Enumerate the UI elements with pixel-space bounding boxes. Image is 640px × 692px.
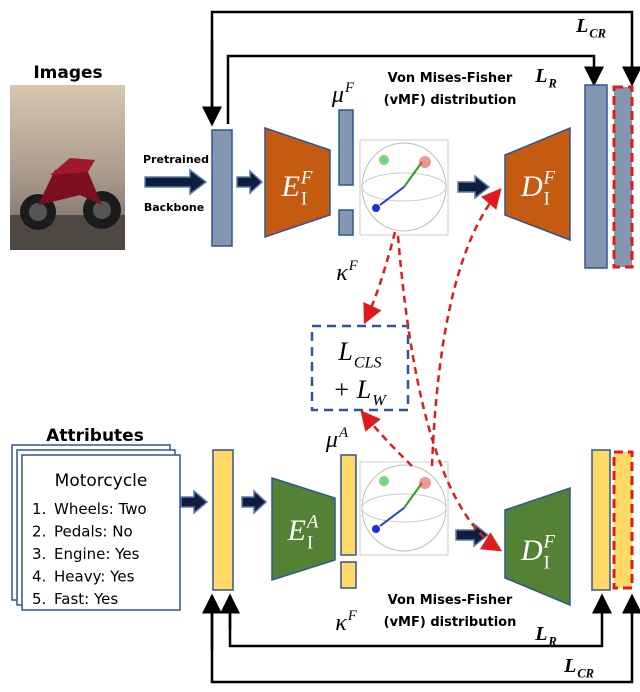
- math-base: D: [520, 534, 543, 567]
- math-base: E: [281, 170, 300, 203]
- feature-bar: [212, 130, 232, 246]
- diagram: Images Pretrained Backbone Von Mises-Fis…: [0, 0, 640, 692]
- math-sub: R: [547, 635, 556, 649]
- math-base: κ: [336, 260, 348, 286]
- kappa-bar-attr: [341, 562, 356, 588]
- math-base: κ: [335, 610, 347, 636]
- item-text: Engine: Yes: [54, 545, 140, 563]
- sphere-top: [360, 140, 448, 235]
- math-sup: F: [300, 167, 313, 188]
- math-base: L: [356, 375, 371, 404]
- recon-bar-attr: [592, 450, 610, 590]
- math-sup: A: [338, 425, 349, 441]
- motorcycle-photo: [10, 85, 125, 250]
- card-title: Motorcycle: [55, 471, 148, 491]
- item-text: Wheels: Two: [54, 500, 147, 518]
- item-number: 1.: [32, 500, 46, 518]
- recon-bar-dashed: [614, 87, 632, 267]
- math-base: μ: [331, 82, 344, 108]
- backbone-label: Pretrained: [143, 153, 209, 166]
- math-sub: R: [547, 77, 556, 91]
- item-text: Pedals: No: [54, 523, 133, 541]
- math-sub: W: [372, 392, 387, 409]
- math-base: L: [575, 15, 588, 37]
- math-sub: CR: [577, 667, 594, 681]
- math-sup: F: [348, 258, 359, 274]
- vmf-label: Von Mises-Fisher: [388, 593, 513, 608]
- math-sup: A: [305, 511, 319, 532]
- sphere-bottom: [360, 462, 448, 555]
- math-plus: +: [334, 375, 349, 404]
- math-base: L: [534, 623, 547, 645]
- math-sup: F: [543, 531, 556, 552]
- mu-bar-attr: [341, 455, 356, 555]
- math-sup: F: [344, 80, 355, 96]
- item-number: 5.: [32, 590, 46, 608]
- math-sub: CR: [589, 27, 606, 41]
- item-text: Fast: Yes: [54, 590, 118, 608]
- item-number: 3.: [32, 545, 46, 563]
- math-base: L: [563, 655, 576, 677]
- math-base: L: [337, 337, 352, 366]
- item-number: 4.: [32, 568, 46, 586]
- kappa-bar: [339, 210, 353, 235]
- vmf-label: Von Mises-Fisher: [388, 71, 513, 86]
- images-label: Images: [33, 63, 102, 83]
- math-sub: I: [301, 188, 307, 209]
- math-sub: CLS: [354, 354, 382, 371]
- math-sub: I: [544, 188, 550, 209]
- math-sup: F: [347, 608, 358, 624]
- attributes-label: Attributes: [46, 426, 144, 446]
- backbone-label: Backbone: [144, 201, 204, 214]
- math-base: L: [534, 65, 547, 87]
- math-base: D: [520, 170, 543, 203]
- math-sub: I: [544, 552, 550, 573]
- math-sub: I: [307, 532, 313, 553]
- vmf-label: (vMF) distribution: [384, 615, 517, 630]
- math-sup: F: [543, 167, 556, 188]
- recon-bar: [585, 85, 607, 268]
- attr-bar: [213, 450, 233, 590]
- math-base: E: [287, 514, 306, 547]
- vmf-label: (vMF) distribution: [384, 93, 517, 108]
- item-text: Heavy: Yes: [54, 568, 135, 586]
- recon-bar-attr-dashed: [614, 452, 632, 588]
- mu-bar: [339, 110, 353, 185]
- math-base: μ: [325, 427, 338, 453]
- item-number: 2.: [32, 523, 46, 541]
